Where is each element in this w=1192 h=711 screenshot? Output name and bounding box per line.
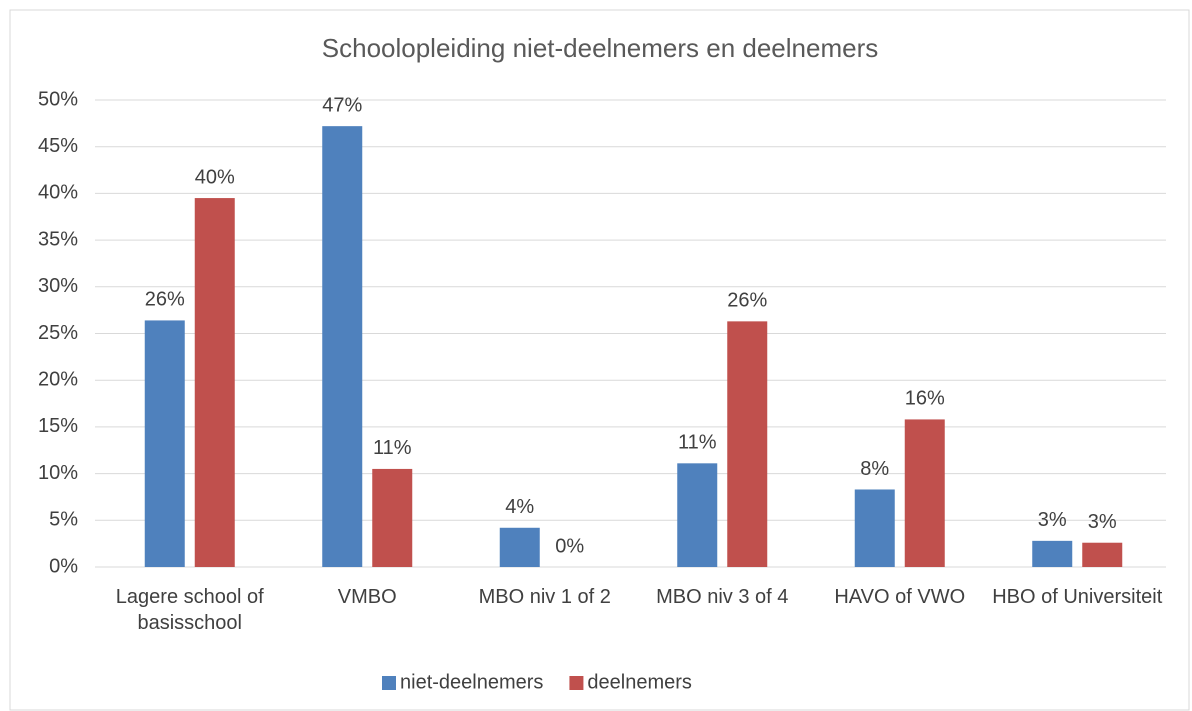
bar [322, 126, 363, 567]
bar [1082, 542, 1123, 567]
y-tick-label: 50% [38, 88, 78, 110]
value-label: 0% [555, 535, 584, 557]
y-tick-label: 0% [49, 555, 78, 577]
x-tick-label: Lagere school of basisschool [115, 586, 264, 634]
bar [854, 489, 895, 567]
y-tick-label: 45% [38, 135, 78, 157]
x-tick-label: HBO of Universiteit [992, 586, 1163, 608]
y-tick-label: 35% [38, 228, 78, 250]
value-label: 3% [1088, 511, 1117, 533]
value-label: 16% [905, 388, 945, 410]
y-tick-label: 40% [38, 182, 78, 204]
legend-swatch [382, 676, 396, 690]
x-tick-label: MBO niv 1 of 2 [478, 586, 611, 608]
bar [727, 321, 768, 567]
y-tick-label: 25% [38, 322, 78, 344]
y-tick-label: 10% [38, 462, 78, 484]
value-label: 4% [505, 496, 534, 518]
x-tick-label: VMBO [337, 586, 397, 608]
y-tick-label: 30% [38, 275, 78, 297]
y-tick-label: 5% [49, 509, 78, 531]
bar [372, 468, 413, 567]
bar [1032, 540, 1073, 567]
bar [144, 320, 185, 567]
legend-label: deelnemers [587, 671, 692, 693]
value-label: 26% [727, 290, 767, 312]
value-label: 11% [373, 437, 412, 459]
bar [677, 463, 718, 567]
legend-swatch [569, 676, 584, 690]
y-tick-label: 15% [38, 415, 78, 437]
legend-label: niet-deelnemers [400, 671, 543, 693]
bar [904, 419, 945, 567]
bar [194, 198, 235, 567]
value-label: 11% [678, 432, 717, 454]
value-label: 3% [1038, 509, 1067, 531]
value-label: 8% [860, 458, 889, 480]
chart-title: Schoolopleiding niet-deelnemers en deeln… [322, 33, 878, 63]
bar [499, 527, 540, 567]
y-tick-label: 20% [38, 368, 78, 390]
x-tick-label: MBO niv 3 of 4 [656, 586, 789, 608]
value-label: 40% [195, 166, 235, 188]
x-tick-label: HAVO of VWO [834, 586, 966, 608]
value-label: 47% [322, 94, 362, 116]
value-label: 26% [145, 289, 185, 311]
